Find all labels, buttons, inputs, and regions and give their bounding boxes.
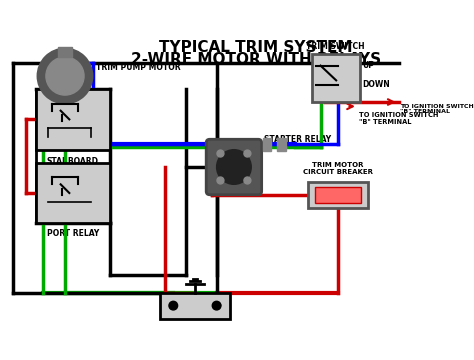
Circle shape [212, 301, 221, 310]
Circle shape [217, 177, 224, 184]
Text: PORT RELAY: PORT RELAY [46, 229, 99, 238]
Circle shape [46, 57, 84, 95]
Circle shape [169, 301, 178, 310]
Circle shape [217, 150, 224, 157]
Bar [308, 182, 368, 208]
Bar [58, 46, 72, 57]
Circle shape [244, 177, 251, 184]
Text: STARTER RELAY: STARTER RELAY [264, 135, 331, 144]
Bar [160, 293, 229, 319]
Text: +: + [211, 299, 222, 312]
FancyBboxPatch shape [206, 139, 262, 195]
Text: STARBOARD
RELAY: STARBOARD RELAY [47, 157, 99, 176]
Circle shape [244, 150, 251, 157]
Bar [312, 54, 360, 102]
Text: DOWN: DOWN [362, 80, 390, 89]
Text: TO IGNITION SWITCH
"B" TERMINAL: TO IGNITION SWITCH "B" TERMINAL [400, 104, 474, 114]
Text: TYPICAL TRIM SYSTEM: TYPICAL TRIM SYSTEM [159, 40, 352, 55]
Text: TO IGNITION SWITCH
"B" TERMINAL: TO IGNITION SWITCH "B" TERMINAL [359, 112, 438, 125]
Circle shape [217, 150, 251, 184]
Bar [36, 163, 110, 223]
Text: -: - [171, 299, 176, 312]
Bar [277, 138, 286, 152]
Bar [263, 138, 271, 152]
Text: TRIM MOTOR
CIRCUIT BREAKER: TRIM MOTOR CIRCUIT BREAKER [303, 162, 373, 175]
Bar [36, 89, 110, 150]
Text: 2-WIRE MOTOR WITH RELAYS: 2-WIRE MOTOR WITH RELAYS [130, 52, 381, 67]
Text: UP: UP [362, 61, 374, 70]
Circle shape [37, 48, 93, 104]
Text: TRIM SWITCH: TRIM SWITCH [306, 42, 365, 51]
Bar [315, 187, 361, 203]
Text: TRIM PUMP MOTOR: TRIM PUMP MOTOR [96, 63, 181, 72]
